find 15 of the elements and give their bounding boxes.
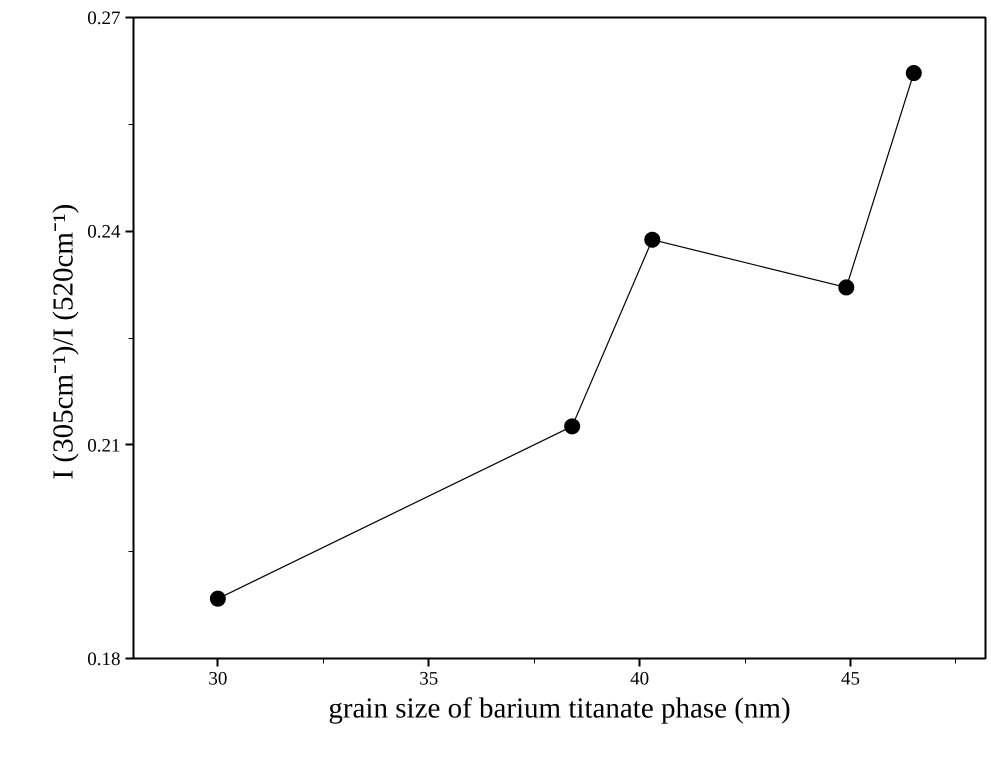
point: [644, 232, 660, 248]
y-tick-label: 0.18: [87, 649, 120, 670]
point: [838, 279, 854, 296]
y-tick-label: 0.24: [87, 222, 121, 243]
y-axis-title: I (305cm⁻¹)/I (520cm⁻¹): [47, 204, 80, 480]
x-tick-label: 40: [630, 668, 650, 690]
x-axis-title: grain size of barium titanate phase (nm): [328, 692, 791, 724]
x-tick-label: 35: [419, 668, 438, 690]
point: [906, 65, 922, 82]
y-tick-label: 0.27: [87, 8, 120, 29]
x-tick-label: 30: [208, 668, 228, 690]
y-tick-label: 0.21: [87, 435, 120, 456]
x-tick-label: 45: [841, 668, 860, 690]
point: [210, 590, 226, 607]
point: [564, 418, 580, 434]
